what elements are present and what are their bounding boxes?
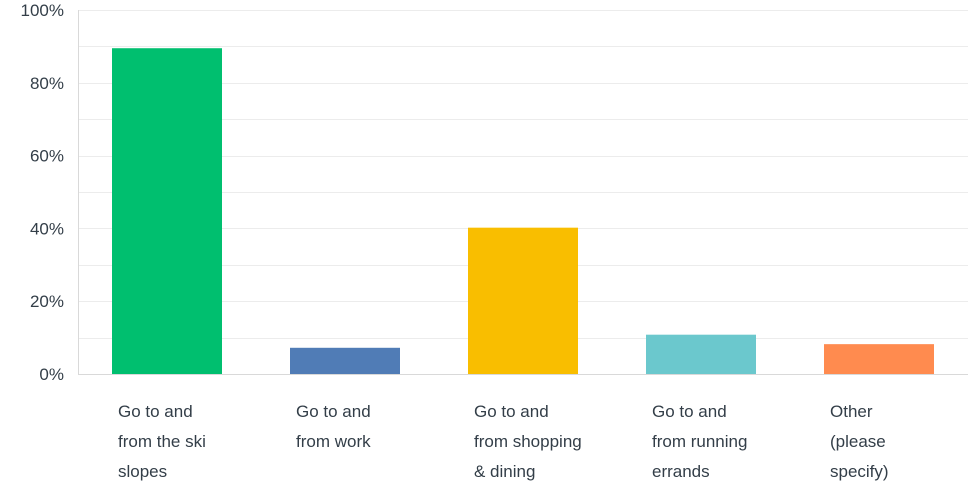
x-category-label-line: slopes bbox=[118, 462, 167, 481]
y-tick-label: 100% bbox=[21, 1, 64, 20]
y-tick-label: 80% bbox=[30, 74, 64, 93]
x-category-label-line: errands bbox=[652, 462, 710, 481]
x-category-label-line: specify) bbox=[830, 462, 889, 481]
bar bbox=[112, 48, 222, 374]
x-category-label: Go to and from running errands bbox=[652, 402, 747, 481]
y-tick-label: 40% bbox=[30, 219, 64, 238]
gridlines bbox=[78, 10, 968, 339]
y-axis-ticks: 0% 20% 40% 60% 80% 100% bbox=[21, 1, 64, 384]
bar bbox=[290, 347, 400, 374]
y-tick-label: 60% bbox=[30, 147, 64, 166]
x-axis-labels: Go to and from the ski slopes Go to and from… bbox=[118, 402, 889, 481]
x-category-label-line: from the ski bbox=[118, 432, 206, 451]
x-category-label-line: Other bbox=[830, 402, 873, 421]
x-category-label-line: & dining bbox=[474, 462, 535, 481]
x-category-label: Go to and from the ski slopes bbox=[118, 402, 206, 481]
x-category-label-line: from running bbox=[652, 432, 747, 451]
y-tick-label: 0% bbox=[39, 365, 64, 384]
x-category-label-line: from work bbox=[296, 432, 371, 451]
x-category-label: Go to and from shopping & dining bbox=[474, 402, 582, 481]
bars bbox=[112, 48, 934, 374]
x-category-label-line: from shopping bbox=[474, 432, 582, 451]
y-tick-label: 20% bbox=[30, 292, 64, 311]
bar bbox=[468, 227, 578, 374]
bar bbox=[824, 344, 934, 374]
x-category-label: Go to and from work bbox=[296, 402, 371, 451]
bar bbox=[646, 334, 756, 374]
x-category-label-line: (please bbox=[830, 432, 886, 451]
x-category-label-line: Go to and bbox=[474, 402, 549, 421]
x-category-label-line: Go to and bbox=[652, 402, 727, 421]
x-category-label-line: Go to and bbox=[296, 402, 371, 421]
x-category-label-line: Go to and bbox=[118, 402, 193, 421]
axes bbox=[78, 10, 968, 375]
x-category-label: Other (please specify) bbox=[830, 402, 889, 481]
